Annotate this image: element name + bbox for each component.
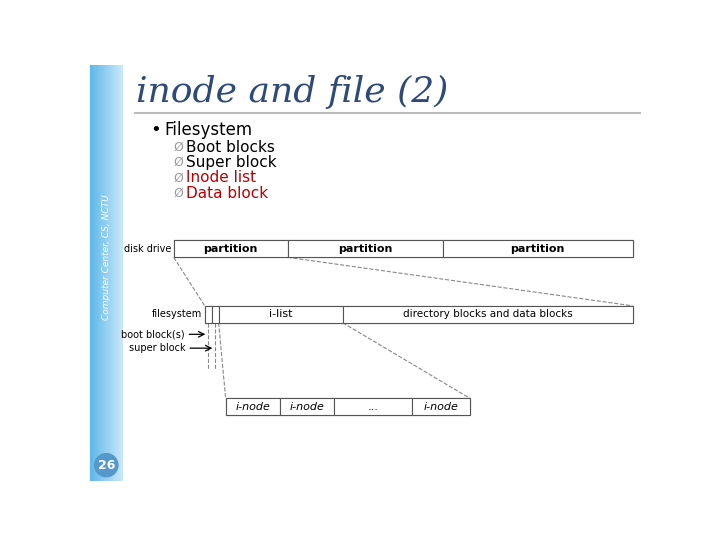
Text: partition: partition xyxy=(510,244,564,254)
Bar xyxy=(174,240,632,257)
Bar xyxy=(443,240,632,257)
Bar xyxy=(225,398,280,415)
Circle shape xyxy=(94,454,118,477)
Text: disk drive: disk drive xyxy=(124,244,171,254)
Text: Boot blocks: Boot blocks xyxy=(186,140,275,154)
Text: Ø: Ø xyxy=(174,172,184,185)
Bar xyxy=(343,306,632,323)
Text: 26: 26 xyxy=(98,458,115,472)
Text: Ø: Ø xyxy=(174,187,184,200)
Text: Data block: Data block xyxy=(186,186,269,201)
Bar xyxy=(219,306,343,323)
Text: •: • xyxy=(150,122,161,139)
Bar xyxy=(225,398,469,415)
Text: i-node: i-node xyxy=(423,402,458,411)
Text: i-node: i-node xyxy=(235,402,270,411)
Bar xyxy=(334,398,412,415)
Text: Super block: Super block xyxy=(186,155,276,170)
Bar xyxy=(280,398,334,415)
Text: partition: partition xyxy=(204,244,258,254)
Text: Ø: Ø xyxy=(174,156,184,169)
Text: directory blocks and data blocks: directory blocks and data blocks xyxy=(402,309,572,319)
Bar xyxy=(174,240,287,257)
Text: partition: partition xyxy=(338,244,392,254)
Text: Ø: Ø xyxy=(174,141,184,154)
Bar xyxy=(204,306,212,323)
Bar xyxy=(287,240,443,257)
Text: ...: ... xyxy=(367,402,378,411)
Text: boot block(s): boot block(s) xyxy=(121,329,185,339)
Bar xyxy=(204,306,632,323)
Text: i-list: i-list xyxy=(269,309,292,319)
Text: filesystem: filesystem xyxy=(152,308,202,319)
Text: super block: super block xyxy=(129,343,186,353)
Bar xyxy=(212,306,219,323)
Text: Computer Center, CS, NCTU: Computer Center, CS, NCTU xyxy=(102,194,111,320)
Text: i-node: i-node xyxy=(289,402,325,411)
Text: Inode list: Inode list xyxy=(186,171,256,186)
Text: inode and file (2): inode and file (2) xyxy=(137,75,449,109)
Bar xyxy=(412,398,469,415)
Text: Filesystem: Filesystem xyxy=(164,122,253,139)
